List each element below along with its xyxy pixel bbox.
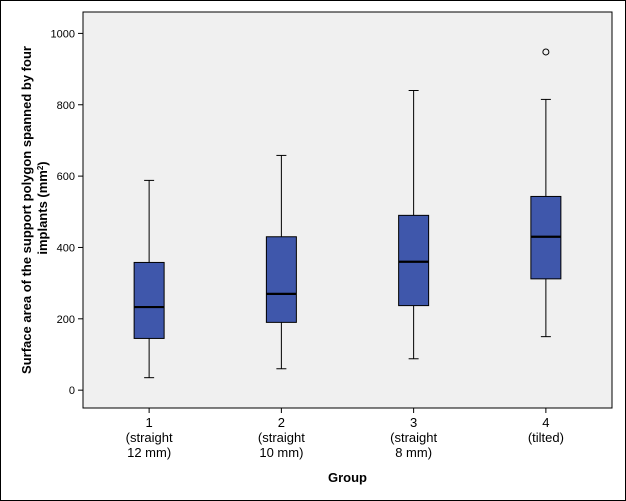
y-tick-label: 800 [57,100,75,112]
y-axis-title-suffix: ) [35,161,50,165]
x-tick-label: (tilted) [528,430,564,445]
x-tick-label: 8 mm) [395,445,432,460]
x-tick-label: 10 mm) [259,445,303,460]
x-axis-title: Group [328,470,367,485]
x-tick-label: 1 [146,415,153,430]
y-tick-label: 200 [57,314,75,326]
x-tick-label: (straight [390,430,437,445]
y-tick-label: 0 [69,385,75,397]
y-tick-label: 400 [57,242,75,254]
x-tick-label: (straight [258,430,305,445]
box-group-4 [530,48,562,338]
plot-area [82,11,613,409]
y-axis-title-text: implants (mm [35,170,50,255]
iqr-box [398,214,430,307]
box-group-3 [398,89,430,360]
box-group-1 [133,179,165,379]
box-group-2 [265,154,297,370]
x-tick-label: 12 mm) [127,445,171,460]
y-axis-title-line2: implants (mm2) [35,161,50,254]
x-tick-label: 2 [278,415,285,430]
iqr-box [265,236,297,323]
x-tick-label: (straight [126,430,173,445]
y-axis-title-line1: Surface area of the support polygon span… [19,46,34,374]
y-axis: 0 200 400 600 800 1000 [51,28,83,397]
y-tick-label: 600 [57,171,75,183]
y-tick-label: 1000 [51,28,75,40]
x-tick-label: 4 [542,415,549,430]
outlier-point [542,48,550,56]
boxes [133,48,562,379]
y-axis-title-superscript: 2 [36,165,45,170]
iqr-box [133,261,165,339]
x-tick-label: 3 [410,415,417,430]
